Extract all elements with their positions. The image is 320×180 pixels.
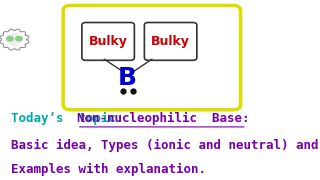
Circle shape (15, 36, 22, 41)
Text: B: B (118, 66, 137, 90)
Text: Bulky: Bulky (89, 35, 128, 48)
Text: Non-nucleophilic  Base:: Non-nucleophilic Base: (77, 112, 249, 125)
FancyBboxPatch shape (144, 22, 197, 60)
Text: Today’s  topic:: Today’s topic: (11, 112, 131, 125)
Text: Bulky: Bulky (151, 35, 190, 48)
Text: Examples with explanation.: Examples with explanation. (11, 163, 206, 176)
Circle shape (6, 36, 13, 41)
Text: Basic idea, Types (ionic and neutral) and: Basic idea, Types (ionic and neutral) an… (11, 139, 318, 152)
FancyBboxPatch shape (63, 5, 241, 110)
FancyBboxPatch shape (82, 22, 134, 60)
Polygon shape (7, 34, 22, 45)
